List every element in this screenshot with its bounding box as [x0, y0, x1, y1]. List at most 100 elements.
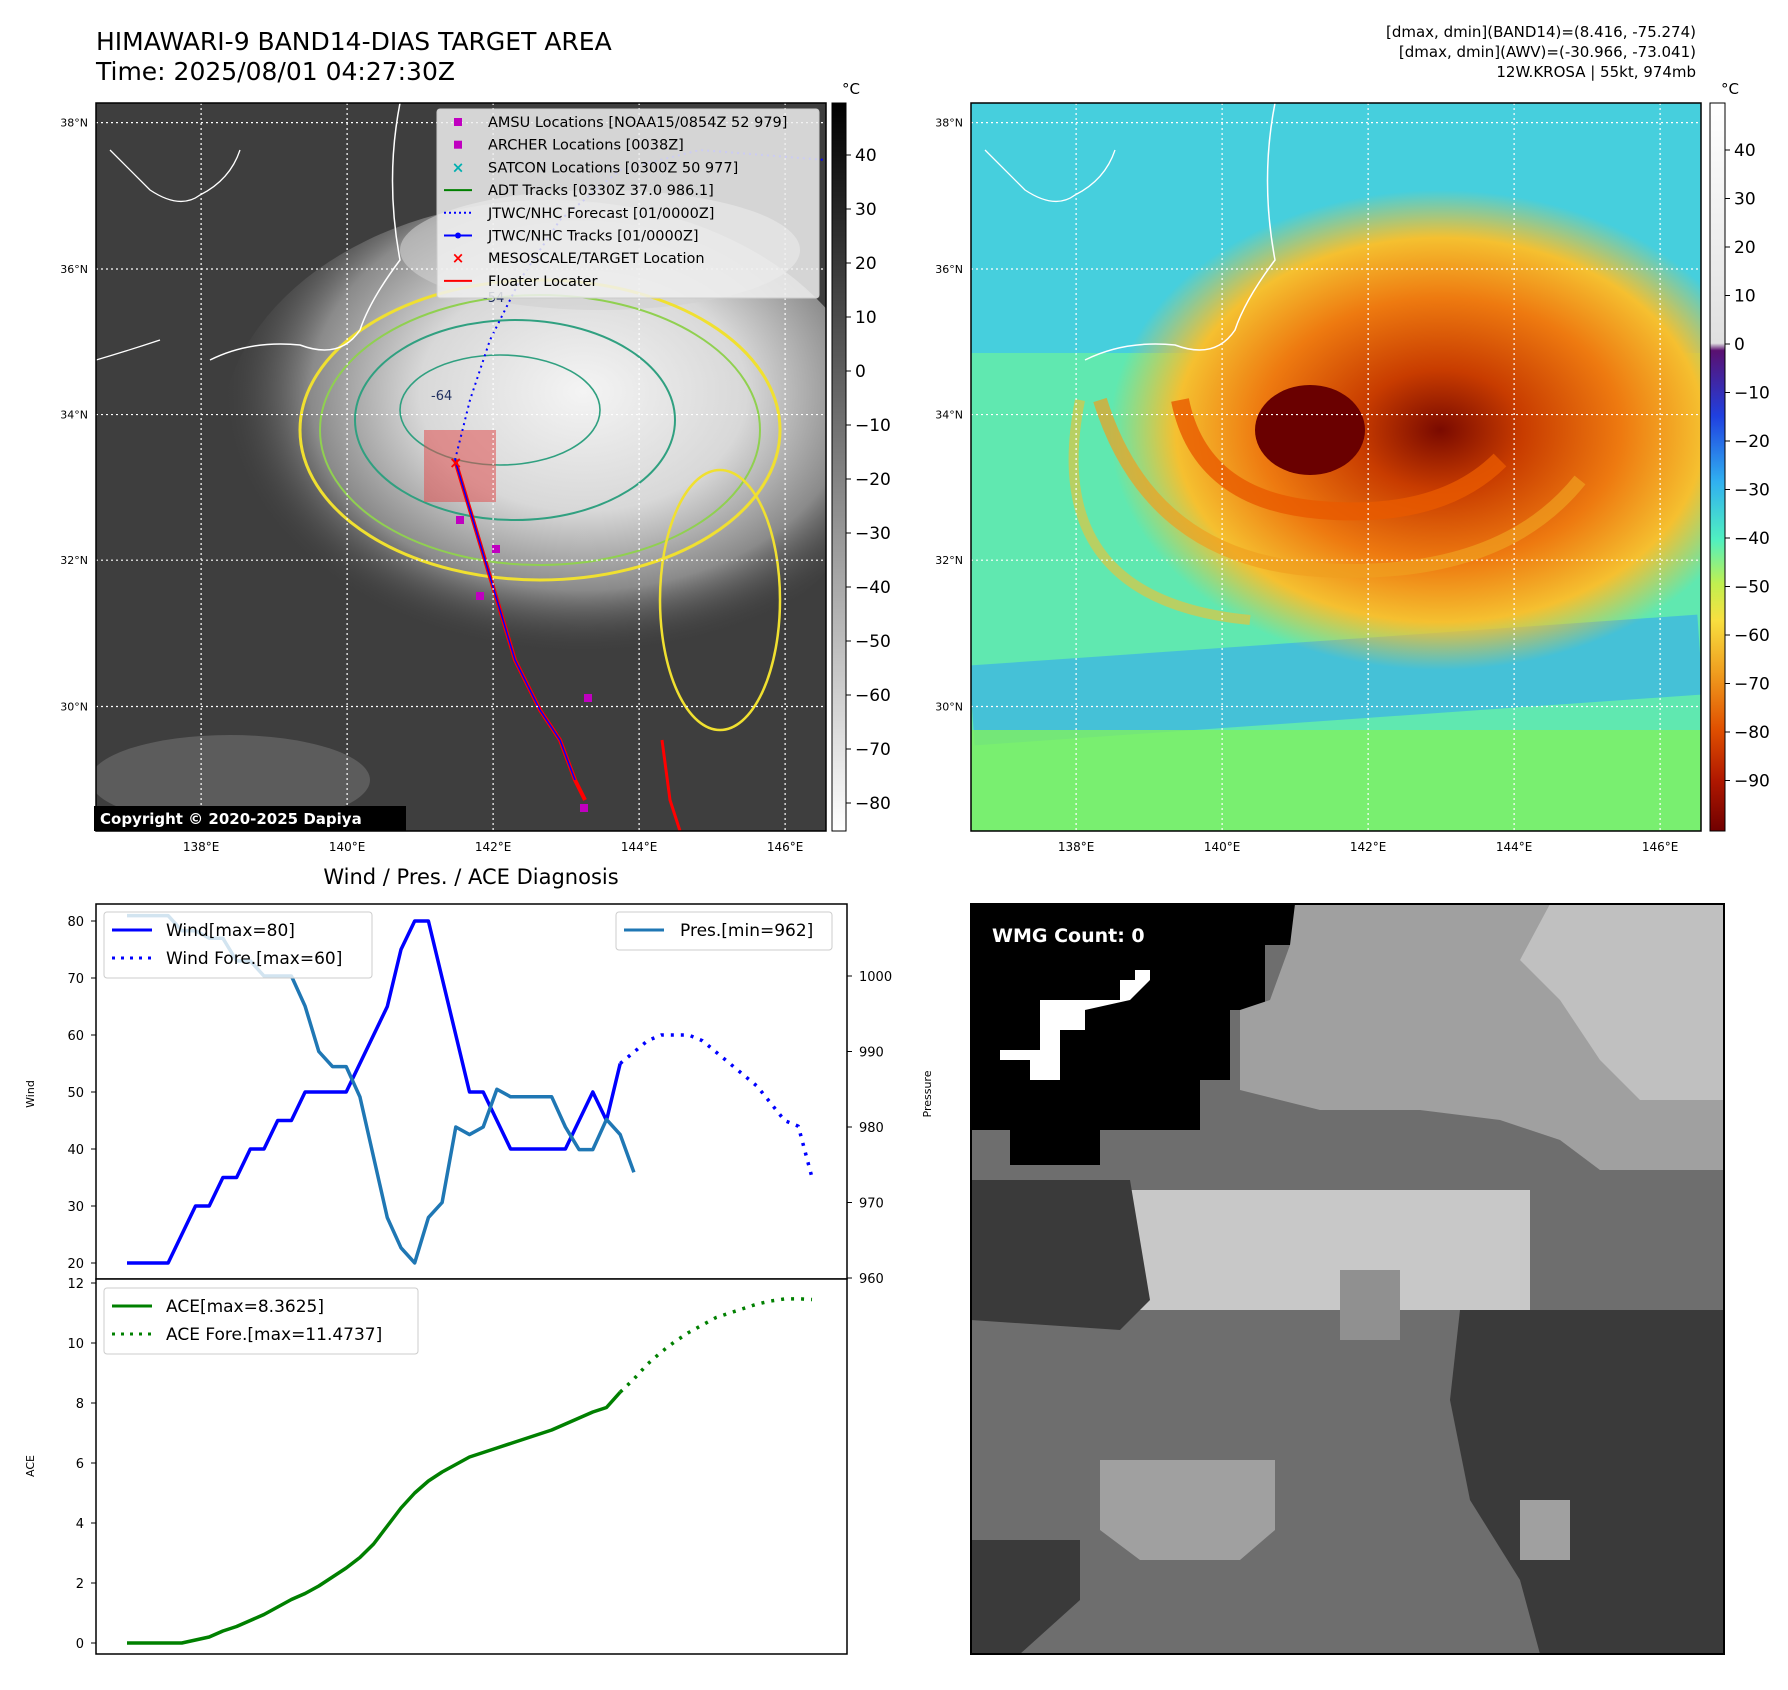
lon-tick-label: 140°E — [329, 840, 366, 854]
lon-tick-label: 144°E — [1496, 840, 1533, 854]
pressure-tick-label: 1000 — [859, 970, 892, 985]
lat-tick-label: 32°N — [60, 554, 88, 567]
lat-tick-label: 38°N — [60, 117, 88, 130]
jtwc-track — [454, 459, 576, 781]
awv-coastline — [1084, 103, 1276, 361]
colorbar-tick-label: −30 — [1734, 481, 1770, 501]
wind-legend: Wind[max=80] Wind Fore.[max=60] — [103, 911, 373, 979]
svg-text:×: × — [452, 158, 465, 176]
awv-storm — [1110, 190, 1701, 670]
colorbar-tick-label: −80 — [855, 794, 891, 814]
lat-tick-label: 30°N — [60, 701, 88, 714]
wind-line — [127, 919, 622, 1265]
info-awv: [dmax, dmin](AWV)=(-30.966, -73.041) — [1398, 43, 1696, 61]
legend-entry-label: ADT Tracks [0330Z 37.0 986.1] — [488, 183, 714, 199]
ir-contour-teal — [354, 319, 676, 521]
colorbar-tick-label: 10 — [855, 308, 877, 328]
lon-tick-label: 146°E — [1642, 840, 1679, 854]
svg-text:×: × — [449, 453, 462, 472]
ir-map-legend: AMSU Locations [NOAA15/0854Z 52 979] ARCH… — [436, 108, 820, 299]
legend-wind: Wind[max=80] — [166, 921, 295, 941]
colorbar-tick-label: −80 — [1734, 723, 1770, 743]
legend-entry-label: AMSU Locations [NOAA15/0854Z 52 979] — [488, 115, 787, 131]
ace-tick-label: 6 — [76, 1457, 84, 1472]
wind-tick-label: 50 — [67, 1086, 84, 1101]
awv-map-gridlines: 38°N 36°N 34°N 32°N 30°N 138°E 140°E 142°E 144°E… — [935, 103, 1701, 854]
lon-tick-label: 138°E — [183, 840, 220, 854]
lon-tick-label: 140°E — [1204, 840, 1241, 854]
svg-text:×: × — [452, 249, 465, 267]
colorbar-tick-label: −50 — [1734, 578, 1770, 598]
ace-ylabel: ACE — [24, 1455, 37, 1477]
pressure-tick-label: 990 — [859, 1046, 884, 1061]
awv-map-panel: 38°N 36°N 34°N 32°N 30°N 138°E 140°E 142°E 144°E… — [935, 102, 1702, 854]
chart-title: HIMAWARI-9 BAND14-DIAS TARGET AREA — [96, 27, 612, 56]
wind-pressure-panel: 80 70 60 50 40 30 20 1000 990 980 970 960 Wind Pre… — [24, 903, 934, 1287]
lat-tick-label: 34°N — [935, 409, 963, 422]
diag-title: Wind / Pres. / ACE Diagnosis — [323, 865, 618, 889]
ace-tick-label: 2 — [76, 1577, 84, 1592]
pressure-tick-label: 980 — [859, 1121, 884, 1136]
wmg-count-label: WMG Count: 0 — [992, 925, 1145, 947]
pressure-tick-label: 970 — [859, 1197, 884, 1212]
legend-entry-label: Floater Locater — [488, 274, 597, 290]
info-band14: [dmax, dmin](BAND14)=(8.416, -75.274) — [1385, 23, 1696, 41]
colorbar-tick-label: 20 — [855, 254, 877, 274]
lon-tick-label: 138°E — [1058, 840, 1095, 854]
ir-map-panel: -54 -64 × 38°N36°N34°N32°N30°N138°E140°E… — [60, 102, 827, 854]
info-storm: 12W.KROSA | 55kt, 974mb — [1496, 63, 1696, 81]
legend-pressure: Pres.[min=962] — [680, 921, 813, 941]
colorbar-tick-label: −40 — [855, 578, 891, 598]
colorbar-tick-label: −10 — [1734, 384, 1770, 404]
colorbar-tick-label: −20 — [855, 470, 891, 490]
awv-storm-core — [1255, 385, 1365, 475]
awv-colorbar-unit: °C — [1721, 80, 1739, 98]
ace-forecast-line — [618, 1297, 813, 1394]
ace-legend: ACE[max=8.3625] ACE Fore.[max=11.4737] — [103, 1287, 419, 1355]
colorbar-tick-label: 0 — [855, 362, 866, 382]
copyright-box — [94, 806, 406, 831]
legend-entry-label: JTWC/NHC Tracks [01/0000Z] — [487, 229, 699, 245]
lat-tick-label: 38°N — [935, 117, 963, 130]
colorbar-tick-label: 40 — [855, 146, 877, 166]
wind-tick-label: 40 — [67, 1143, 84, 1158]
legend-wind-fore: Wind Fore.[max=60] — [166, 949, 342, 969]
wmg-count-box — [983, 918, 1155, 952]
ace-panel: 12 10 8 6 4 2 0 ACE ACE[max=8.3625] ACE Fore.[… — [24, 1277, 848, 1655]
ir-colorbar: °C 40 30 20 10 0 −10 −20 −30 −40 −50 −60 −70 −80 — [831, 80, 891, 832]
lon-tick-label: 144°E — [621, 840, 658, 854]
colorbar-tick-label: −70 — [1734, 675, 1770, 695]
wind-ylabel: Wind — [24, 1080, 37, 1108]
colorbar-tick-label: −50 — [855, 632, 891, 652]
colorbar-tick-label: 40 — [1734, 141, 1756, 161]
legend-ace-fore: ACE Fore.[max=11.4737] — [166, 1325, 382, 1345]
ir-colorbar-unit: °C — [842, 80, 860, 98]
ace-line — [127, 1390, 622, 1645]
colorbar-tick-label: 20 — [1734, 238, 1756, 258]
colorbar-tick-label: −40 — [1734, 529, 1770, 549]
lat-tick-label: 32°N — [935, 554, 963, 567]
lon-tick-label: 142°E — [1350, 840, 1387, 854]
lat-tick-label: 30°N — [935, 701, 963, 714]
legend-entry-label: SATCON Locations [0300Z 50 977] — [488, 160, 738, 176]
copyright-text: Copyright © 2020-2025 Dapiya — [100, 810, 362, 828]
awv-map-frame — [970, 102, 1702, 832]
ace-tick-label: 10 — [67, 1337, 84, 1352]
ace-tick-label: 12 — [67, 1277, 84, 1292]
legend-entry-label: ARCHER Locations [0038Z] — [488, 138, 684, 154]
pressure-legend: Pres.[min=962] — [615, 911, 833, 951]
lat-tick-label: 34°N — [60, 409, 88, 422]
legend-entry-label: JTWC/NHC Forecast [01/0000Z] — [487, 206, 714, 222]
pressure-ylabel: Pressure — [921, 1070, 934, 1117]
wind-tick-label: 20 — [67, 1257, 84, 1272]
ir-map-frame — [95, 102, 827, 832]
legend-ace: ACE[max=8.3625] — [166, 1297, 324, 1317]
colorbar-tick-label: −70 — [855, 740, 891, 760]
lon-tick-label: 146°E — [767, 840, 804, 854]
colorbar-tick-label: −60 — [1734, 626, 1770, 646]
colorbar-tick-label: 10 — [1734, 287, 1756, 307]
pressure-tick-label: 960 — [859, 1272, 884, 1287]
ace-tick-label: 8 — [76, 1397, 84, 1412]
wind-tick-label: 80 — [67, 915, 84, 930]
